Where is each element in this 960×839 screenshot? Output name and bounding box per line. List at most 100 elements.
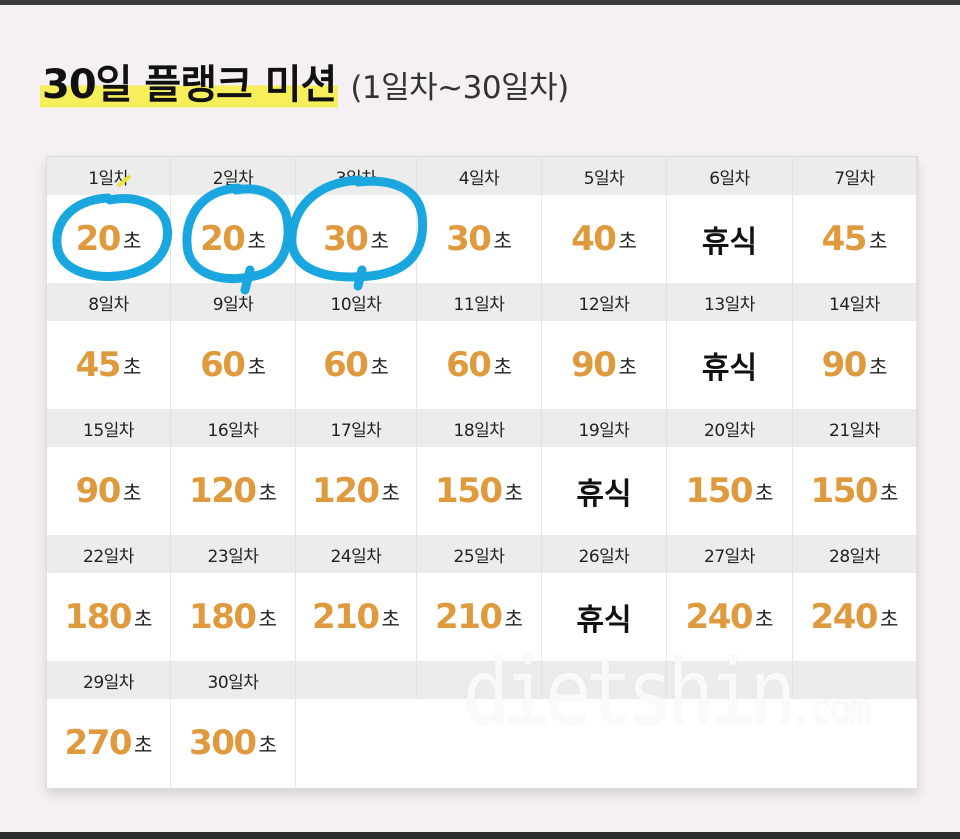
plank-seconds: 150 [685,471,754,511]
seconds-unit: 초 [618,228,637,253]
plank-seconds: 90 [821,345,868,385]
seconds-unit: 초 [504,606,523,631]
seconds-unit: 초 [493,354,512,379]
day-label: 28일차 [793,535,917,573]
day-value-cell: 240 초 [667,573,793,661]
day-value-cell: 150 초 [793,447,917,535]
day-label: 21일차 [793,409,917,447]
watermark: dietshin.com [462,641,871,745]
day-label: 5일차 [542,157,667,195]
plank-seconds: 60 [200,345,246,385]
day-label: 24일차 [296,535,417,573]
day-value-cell: 45 초 [47,321,171,409]
seconds-unit: 초 [258,732,277,757]
seconds-unit: 초 [122,354,142,379]
plank-seconds: 180 [189,597,257,637]
seconds-unit: 초 [122,480,142,505]
empty-value-cell [542,699,667,787]
seconds-unit: 초 [880,606,899,631]
day-label: 25일차 [417,535,542,573]
empty-header-cell [542,661,667,699]
plank-seconds: 40 [571,219,617,259]
day-label: 7일차 [793,157,917,195]
day-value-cell: 240 초 [793,573,917,661]
seconds-unit: 초 [122,228,142,253]
empty-header-cell [793,661,917,699]
seconds-unit: 초 [134,732,153,757]
plank-seconds: 20 [75,219,122,259]
plank-seconds: 210 [312,597,380,637]
day-value-cell: 60 초 [171,321,296,409]
day-label: 3일차 [296,157,417,195]
day-label: 11일차 [417,283,542,321]
plank-seconds: 120 [189,471,257,511]
empty-value-cell [793,699,917,787]
plank-seconds: 60 [446,345,492,385]
seconds-unit: 초 [381,606,400,631]
plank-seconds: 240 [685,597,754,637]
empty-value-cell [417,699,542,787]
day-label: 29일차 [47,661,171,699]
bottom-bar [0,832,960,839]
seconds-unit: 초 [247,228,266,253]
day-value-cell: 60 초 [296,321,417,409]
day-label: 26일차 [542,535,667,573]
plank-seconds: 20 [200,219,246,259]
plank-seconds: 150 [810,471,879,511]
empty-header-cell [296,661,417,699]
seconds-unit: 초 [504,480,523,505]
day-value-cell: 150 초 [667,447,793,535]
plank-seconds: 210 [435,597,503,637]
day-label: 22일차 [47,535,171,573]
plank-seconds: 150 [435,471,503,511]
day-label: 27일차 [667,535,793,573]
day-value-cell: 휴식 [667,321,793,409]
day-label: 15일차 [47,409,171,447]
seconds-unit: 초 [370,354,389,379]
plank-seconds: 120 [312,471,380,511]
day-value-cell: 180 초 [47,573,171,661]
day-label: 8일차 [47,283,171,321]
day-label: 12일차 [542,283,667,321]
title-main: 30일 플랭크 미션 [40,52,339,110]
day-label: 16일차 [171,409,296,447]
day-label: 19일차 [542,409,667,447]
seconds-unit: 초 [868,354,888,379]
plank-seconds: 300 [189,723,257,763]
day-value-cell: 120 초 [171,447,296,535]
plank-seconds: 90 [75,471,122,511]
empty-value-cell [667,699,793,787]
plank-seconds: 90 [571,345,617,385]
plank-seconds: 30 [446,219,492,259]
rest-day-label: 휴식 [701,351,758,386]
seconds-unit: 초 [370,228,389,253]
seconds-unit: 초 [880,480,899,505]
day-value-cell: 180 초 [171,573,296,661]
day-value-cell: 20 초 [171,195,296,283]
day-value-cell: 45 초 [793,195,917,283]
day-label: 17일차 [296,409,417,447]
day-value-cell: 210 초 [296,573,417,661]
day-label: 18일차 [417,409,542,447]
seconds-unit: 초 [381,480,400,505]
empty-value-cell [296,699,417,787]
mission-grid: 1일차 2일차 3일차 4일차 5일차 6일차 7일차 20 초 20 초 30 초 30 초 40 초 휴식 45… [47,157,917,787]
seconds-unit: 초 [755,480,774,505]
mission-table: 1일차 2일차 3일차 4일차 5일차 6일차 7일차 20 초 20 초 30 초 30 초 40 초 휴식 45… [46,156,918,789]
day-label: 30일차 [171,661,296,699]
day-label: 13일차 [667,283,793,321]
title-subtitle: (1일차~30일차) [350,70,569,106]
day-value-cell: 210 초 [417,573,542,661]
day-label: 23일차 [171,535,296,573]
day-value-cell: 20 초 [47,195,171,283]
plank-seconds: 270 [64,723,133,763]
plank-seconds: 45 [75,345,122,385]
day-label: 10일차 [296,283,417,321]
plank-seconds: 30 [323,219,369,259]
day-value-cell: 90 초 [542,321,667,409]
seconds-unit: 초 [618,354,637,379]
seconds-unit: 초 [258,480,277,505]
plank-seconds: 45 [821,219,868,259]
seconds-unit: 초 [258,606,277,631]
day-value-cell: 휴식 [542,573,667,661]
